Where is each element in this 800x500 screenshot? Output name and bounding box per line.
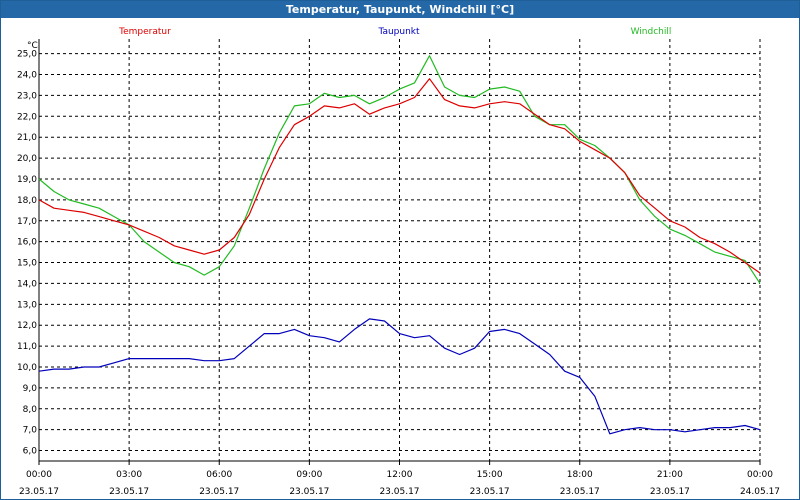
legend-item: Windchill [631, 27, 672, 37]
x-tick-time: 00:00 [747, 470, 773, 480]
series-line-windchill [38, 55, 761, 284]
x-tick-date: 23.05.17 [109, 487, 149, 497]
y-tick-label: 17,0 [17, 217, 37, 227]
series-lines [38, 55, 761, 435]
x-tick-date: 23.05.17 [650, 487, 690, 497]
legend-item: Temperatur [118, 27, 171, 37]
legend: Temperatur Taupunkt Windchill [118, 27, 671, 37]
x-tick-time: 09:00 [296, 470, 322, 480]
x-tick-time: 00:00 [26, 470, 52, 480]
x-tick-time: 15:00 [477, 470, 503, 480]
x-tick-time: 21:00 [657, 470, 683, 480]
x-tick-time: 18:00 [567, 470, 593, 480]
y-tick-label: 19,0 [17, 175, 37, 185]
y-tick-label: 6,0 [23, 447, 38, 457]
y-tick-label: 20,0 [17, 154, 37, 164]
legend-item: Taupunkt [377, 27, 420, 37]
series-line-taupunkt [38, 318, 761, 435]
window-title: Temperatur, Taupunkt, Windchill [°C] [1, 1, 799, 18]
y-tick-label: 12,0 [17, 321, 37, 331]
x-tick-date: 23.05.17 [289, 487, 329, 497]
grid-lines [38, 39, 761, 461]
x-tick-time: 03:00 [116, 470, 142, 480]
y-tick-label: 10,0 [17, 363, 37, 373]
x-tick-date: 23.05.17 [199, 487, 239, 497]
y-tick-label: 25,0 [17, 50, 37, 60]
y-tick-label: 16,0 [17, 238, 37, 248]
y-tick-label: 23,0 [17, 91, 37, 101]
y-tick-label: 18,0 [17, 196, 37, 206]
y-axis-unit: °C [27, 41, 38, 51]
y-tick-label: 7,0 [23, 426, 38, 436]
y-tick-label: 15,0 [17, 259, 37, 269]
axes [38, 39, 761, 465]
x-tick-time: 12:00 [387, 470, 413, 480]
x-tick-date: 23.05.17 [560, 487, 600, 497]
series-line-temperatur [38, 78, 761, 274]
y-tick-labels: 6,0 7,0 8,0 9,0 10,0 11,0 12,0 13,0 14,0 15,0 16,0… [17, 50, 37, 457]
x-tick-time: 06:00 [206, 470, 232, 480]
y-tick-label: 13,0 [17, 300, 37, 310]
y-tick-label: 24,0 [17, 71, 37, 81]
y-tick-label: 8,0 [23, 405, 38, 415]
x-tick-date: 23.05.17 [470, 487, 510, 497]
x-tick-labels: 00:00 23.05.17 03:00 23.05.17 06:00 23.05.17 0… [19, 470, 780, 497]
y-tick-label: 21,0 [17, 133, 37, 143]
x-tick-date: 23.05.17 [379, 487, 419, 497]
x-tick-date: 23.05.17 [19, 487, 59, 497]
x-tick-date: 24.05.17 [740, 487, 780, 497]
y-tick-label: 9,0 [23, 384, 38, 394]
y-tick-label: 22,0 [17, 112, 37, 122]
y-tick-label: 14,0 [17, 279, 37, 289]
y-tick-label: 11,0 [17, 342, 37, 352]
